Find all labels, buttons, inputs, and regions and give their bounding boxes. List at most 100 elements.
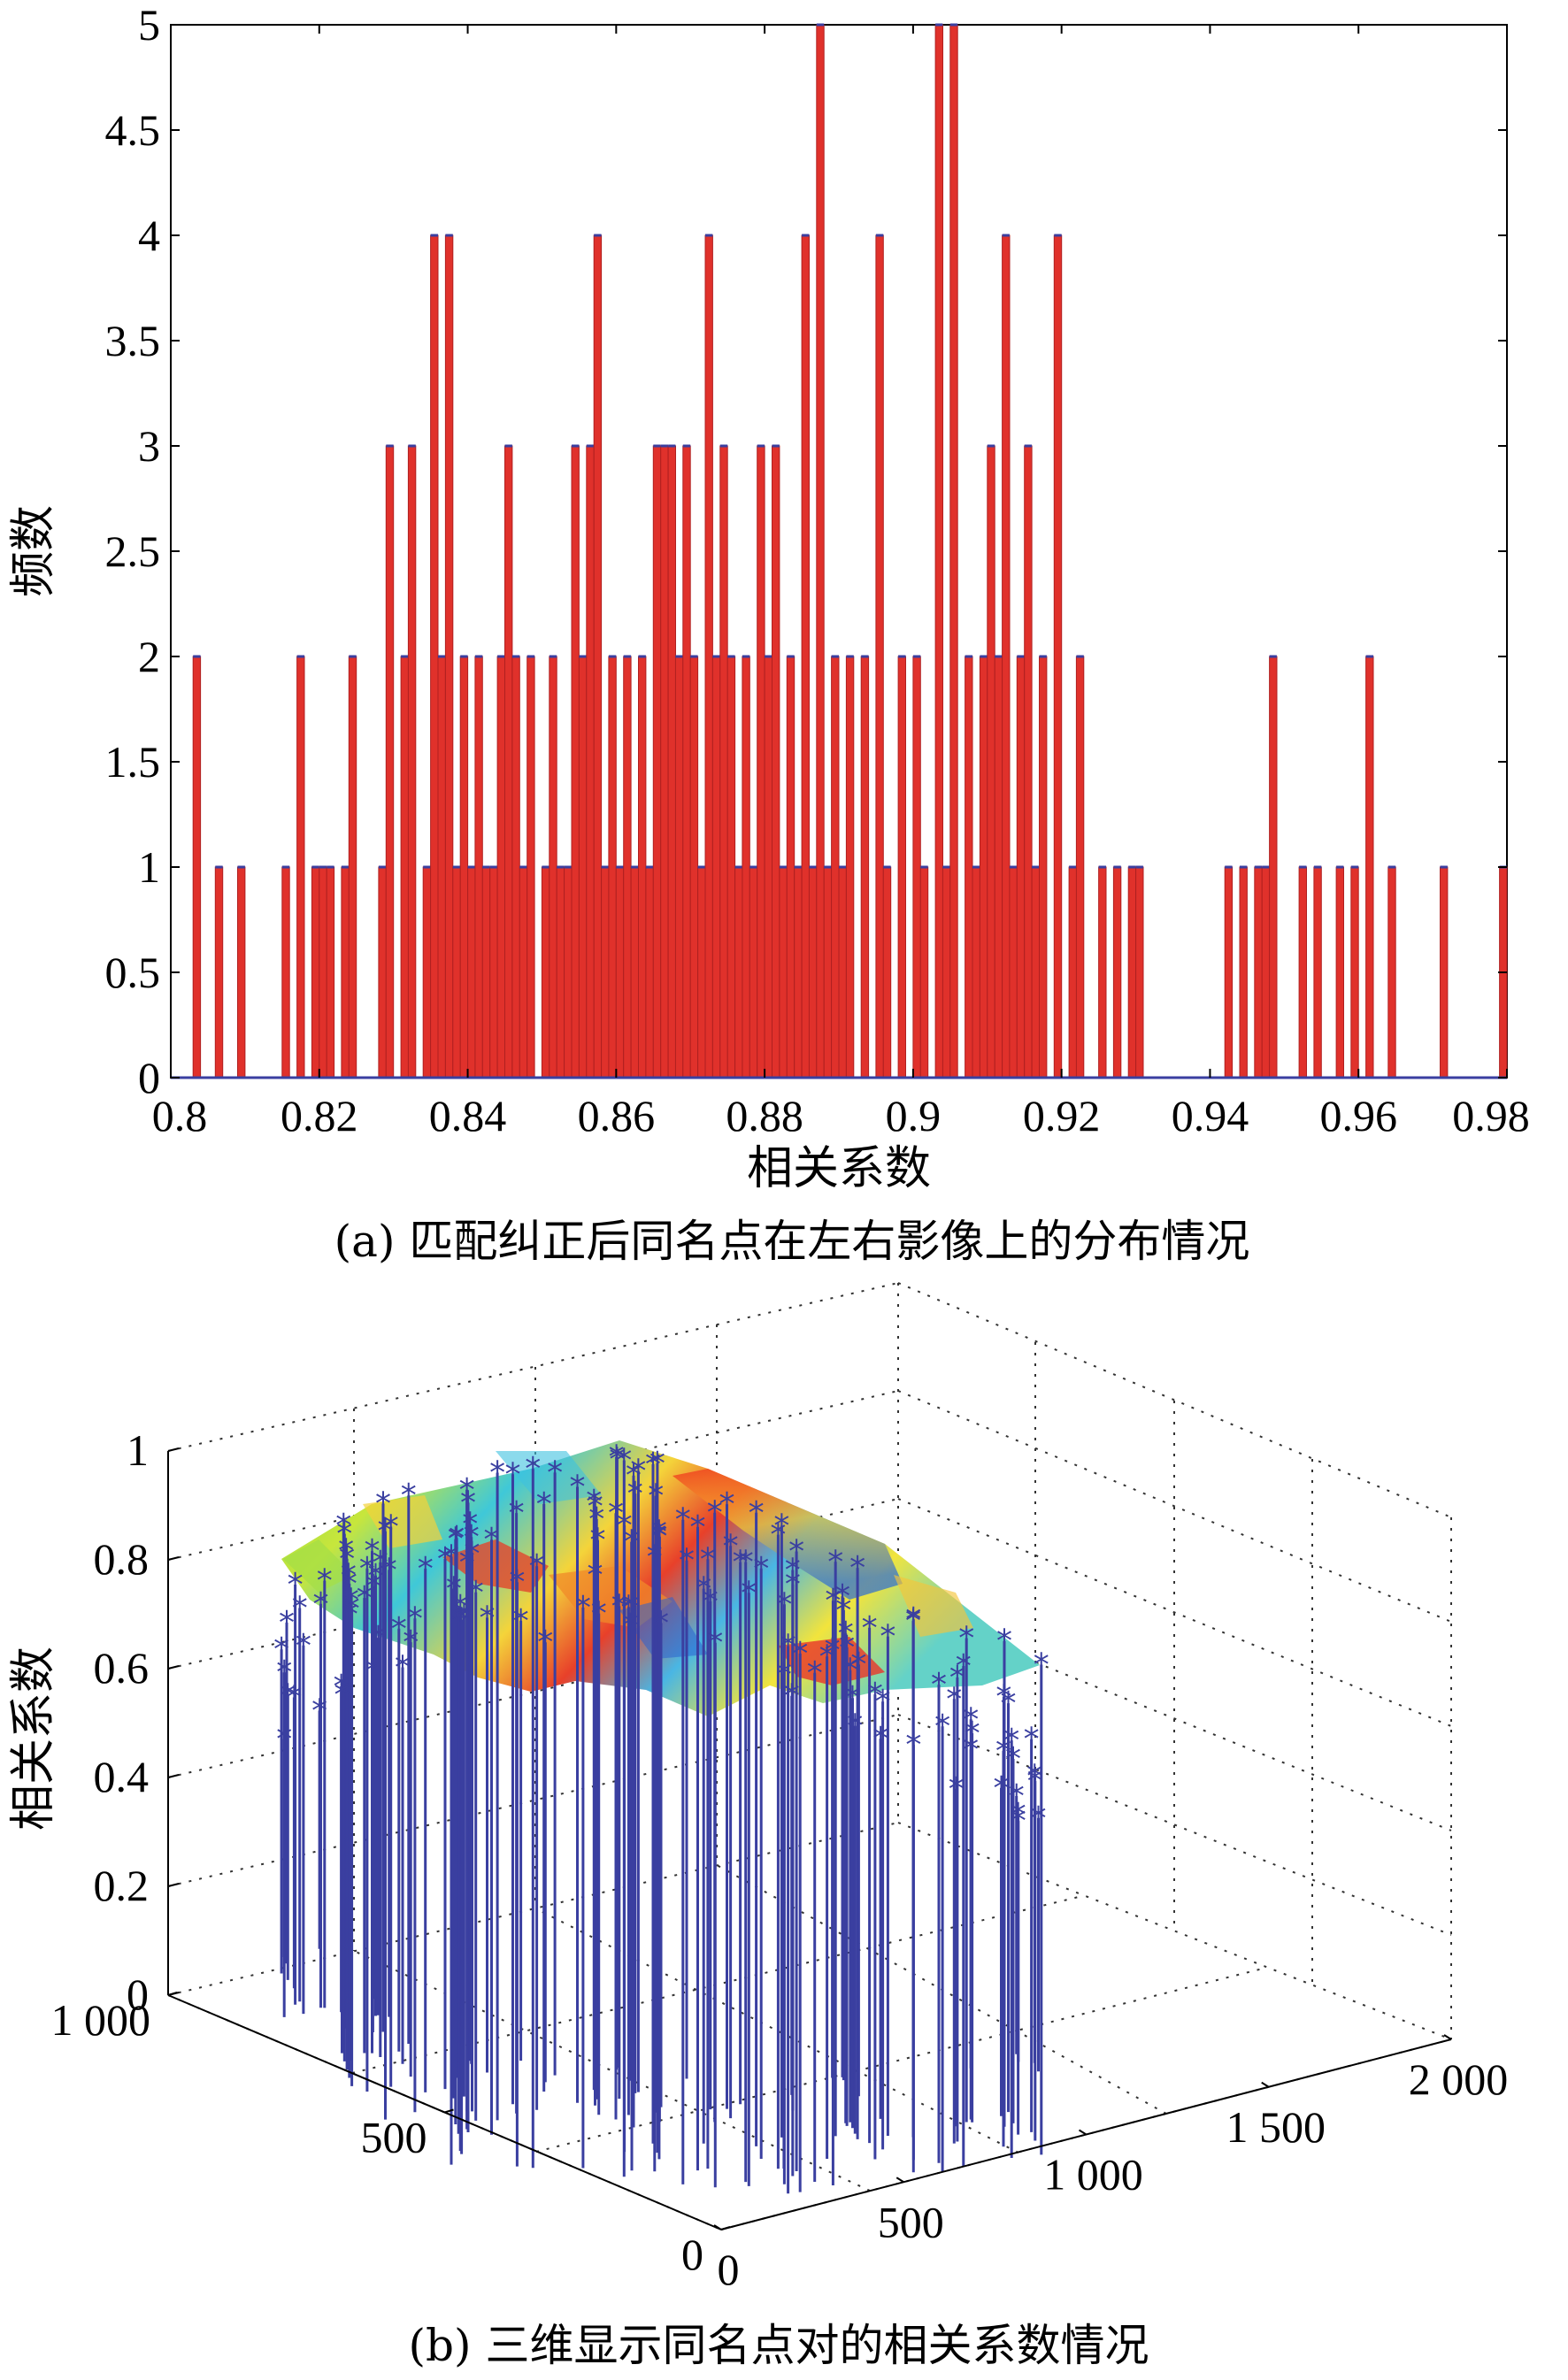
point-marker: * [839,1630,855,1666]
point-marker: * [834,1578,850,1615]
point-marker: * [468,1575,484,1611]
histogram-bar [608,656,617,1079]
x-tick-label: 500 [878,2197,944,2246]
x-tick-label: 0.86 [578,1091,656,1140]
point-marker: * [357,1580,373,1616]
histogram-bar [1002,234,1011,1079]
point-marker: * [875,1684,891,1720]
histogram-bar [1053,234,1063,1079]
histogram-bar [786,656,796,1079]
histogram-bars [192,23,1508,1079]
point-marker: * [341,1558,357,1594]
x-tick-mark [1078,2129,1088,2136]
histogram-bar [942,866,951,1079]
point-marker: * [513,1603,529,1639]
histogram-bar [237,866,246,1079]
z-tick-label: 1 [127,1425,149,1475]
histogram-bar [400,656,410,1079]
point-marker: * [624,1589,640,1625]
point-marker: * [338,1532,354,1569]
surface-3d-panel: ********* * ***** ********* ****************… [7,1282,1509,2371]
histogram-bar [527,656,535,1079]
point-marker: * [370,1620,386,1656]
point-marker: * [459,1545,475,1581]
point-marker: * [995,1733,1011,1770]
histogram-bar [1239,866,1248,1079]
histogram-bar [934,24,943,1079]
histogram-bar [1031,866,1040,1079]
x-tick-label: 2 000 [1409,2054,1509,2104]
histogram-bar [757,445,765,1079]
histogram-bar [326,866,335,1079]
point-marker: * [1024,1722,1040,1758]
histogram-caption: (a) 匹配纠正后同名点在左右影像上的分布情况 [334,1216,1250,1267]
histogram-bar [638,656,647,1079]
histogram-bar [734,866,743,1079]
histogram-bar [1016,656,1026,1079]
y-tick-label: 2 [138,632,160,681]
histogram-bar [1269,656,1278,1079]
x-tick-label: 0.82 [281,1091,358,1140]
histogram-y-axis-title: 频数 [7,505,60,597]
x-tick-label: 1 500 [1226,2102,1326,2152]
point-marker: * [509,1564,525,1601]
histogram-bar [281,866,290,1079]
point-marker: * [292,1591,308,1627]
point-marker: * [279,1605,295,1641]
point-marker: * [368,1558,384,1594]
histogram-bar [711,656,721,1079]
histogram-bar [214,866,224,1079]
point-marker: * [1026,1759,1042,1795]
point-marker: * [650,1518,666,1555]
point-marker: * [835,1593,851,1629]
x-tick-label: 0.98 [1452,1091,1530,1140]
point-marker: * [690,1509,706,1546]
histogram-bar [549,656,557,1079]
histogram-bar [496,656,505,1079]
point-marker: * [443,1539,459,1575]
point-marker: * [276,1722,292,1758]
point-marker: * [588,1557,603,1593]
histogram-bar [704,234,713,1079]
point-marker: * [437,1541,453,1578]
histogram-bar [459,656,469,1079]
y-tick-label: 5 [138,0,160,50]
histogram-bar [1112,866,1122,1079]
point-marker: * [934,1708,950,1745]
histogram-bar [519,866,528,1079]
point-marker: * [819,1639,835,1675]
histogram-x-axis-title: 相关系数 [747,1142,931,1195]
y-tick-label: 1 [138,842,160,892]
histogram-bar [1039,656,1048,1079]
point-marker: * [1031,1800,1047,1837]
histogram-bar [1313,866,1322,1079]
point-marker: * [334,1669,350,1705]
x-tick-label: 0.92 [1023,1091,1101,1140]
histogram-panel: 00.511.522.533.544.55 0.8 0.82 0.84 0.86 0.8… [7,0,1530,1267]
point-marker: * [867,1677,883,1713]
point-marker: * [958,1621,974,1657]
histogram-bar [660,445,669,1079]
point-marker: * [956,1648,972,1685]
histogram-bar [1365,656,1374,1079]
point-marker: * [780,1629,796,1665]
point-marker: * [792,1636,808,1672]
point-marker: * [344,1591,360,1627]
histogram-bar [779,866,788,1079]
point-marker: * [963,1701,979,1738]
point-marker: * [622,1608,638,1644]
point-marker: * [575,1590,591,1626]
point-marker: * [570,1470,586,1506]
point-marker: * [807,1655,823,1692]
point-marker: * [391,1611,407,1647]
point-marker: * [401,1478,417,1514]
point-marker: * [850,1647,866,1683]
histogram-bar [311,866,320,1079]
histogram-bar [630,866,639,1079]
histogram-x-ticks: 0.8 0.82 0.84 0.86 0.88 0.9 0.92 0.94 0.96 0.98 [152,25,1530,1140]
histogram-bar [407,445,417,1079]
histogram-bar [875,234,884,1079]
point-marker: * [609,1441,625,1478]
point-marker: * [723,1528,739,1564]
